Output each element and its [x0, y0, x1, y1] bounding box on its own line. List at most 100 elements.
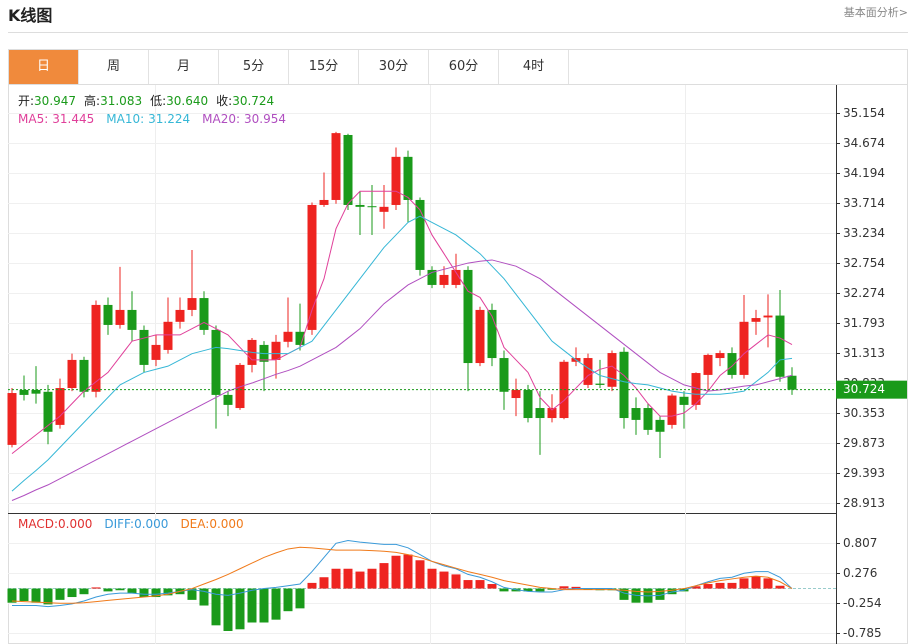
period-tab[interactable]: 日	[9, 50, 79, 84]
candle-body	[163, 321, 173, 350]
macd-bar	[763, 578, 773, 589]
candle-body	[199, 298, 209, 330]
candle-body	[319, 199, 329, 205]
macd-bar	[331, 568, 341, 589]
candle-body	[535, 408, 545, 419]
y-tick-label: 32.274	[843, 286, 885, 300]
macd-bar	[235, 588, 245, 630]
candle-body	[619, 351, 629, 419]
y-tick-label: 35.154	[843, 106, 885, 120]
period-tab[interactable]: 60分	[429, 50, 499, 84]
candle-body	[43, 391, 53, 432]
y-tick-label: -0.785	[843, 626, 882, 640]
macd-bar	[715, 582, 725, 589]
macd-bar	[127, 588, 137, 594]
legend-value: 31.224	[148, 112, 190, 126]
macd-bar	[43, 588, 53, 605]
macd-bar	[583, 588, 593, 590]
legend-name: MA5:	[18, 112, 48, 126]
y-tick-label: 32.754	[843, 256, 885, 270]
macd-bar	[571, 586, 581, 589]
period-tab[interactable]: 4时	[499, 50, 569, 84]
candle-body	[103, 304, 113, 325]
y-tick-label: 34.194	[843, 166, 885, 180]
period-tab[interactable]: 15分	[289, 50, 359, 84]
legend-value: 30.954	[244, 112, 286, 126]
ma-line	[11, 215, 793, 492]
candle-body	[439, 274, 449, 285]
y-tick-label: 0.807	[843, 536, 877, 550]
period-tab[interactable]: 周	[79, 50, 149, 84]
macd-bar	[427, 568, 437, 589]
candle-body	[271, 341, 281, 360]
legend-name: DIFF:	[104, 517, 134, 531]
macd-bar	[199, 588, 209, 606]
candle-body	[283, 331, 293, 342]
candle-body	[55, 388, 65, 425]
legend: MA5: 31.445 MA10: 31.224 MA20: 30.954	[18, 112, 286, 126]
candle-body	[751, 318, 761, 322]
macd-bar	[79, 588, 89, 595]
macd-bar	[223, 588, 233, 631]
y-tick-label: 28.913	[843, 496, 885, 510]
macd-bar	[67, 588, 77, 598]
info-value: 30.724	[232, 94, 274, 108]
legend-name: MACD:	[18, 517, 58, 531]
macd-bar	[691, 586, 701, 589]
period-tab[interactable]: 月	[149, 50, 219, 84]
candle-body	[511, 389, 521, 399]
candle-body	[475, 309, 485, 364]
candle-body	[79, 359, 89, 392]
y-tick-label: 29.393	[843, 466, 885, 480]
macd-bar	[163, 588, 173, 596]
candle-body	[763, 315, 773, 318]
macd-bar	[739, 578, 749, 589]
macd-bar	[727, 582, 737, 589]
ma-line	[11, 259, 793, 501]
period-tab[interactable]: 5分	[219, 50, 289, 84]
candle-body	[31, 389, 41, 394]
candle-body	[691, 373, 701, 405]
macd-bar	[187, 588, 197, 600]
y-tick-label: 31.793	[843, 316, 885, 330]
legend-name: MA20:	[202, 112, 240, 126]
fundamental-link[interactable]: 基本面分析>	[843, 6, 908, 19]
candle-body	[139, 329, 149, 365]
candle-body	[487, 309, 497, 359]
macd-bar	[283, 588, 293, 612]
legend-value: 0.000	[58, 517, 92, 531]
legend-value: 0.000	[209, 517, 243, 531]
candle-body	[463, 269, 473, 364]
candle-body	[679, 396, 689, 405]
macd-bar	[523, 588, 533, 592]
candle-body	[115, 309, 125, 325]
macd-bar	[31, 588, 41, 603]
candle-body	[607, 353, 617, 387]
candle-body	[367, 206, 377, 208]
macd-bar	[775, 585, 785, 589]
ma-line	[11, 190, 793, 455]
info-value: 30.947	[34, 94, 76, 108]
macd-bar	[487, 584, 497, 589]
candle-body	[715, 353, 725, 359]
y-tick-label: -0.254	[843, 596, 882, 610]
current-price-box	[836, 380, 907, 399]
candle-body	[451, 269, 461, 285]
candle-body	[427, 269, 437, 285]
macd-bar	[307, 582, 317, 589]
candle-body	[307, 204, 317, 330]
candle-body	[775, 315, 785, 377]
legend-value: 0.000	[134, 517, 168, 531]
period-tab[interactable]: 30分	[359, 50, 429, 84]
macd-bar	[103, 588, 113, 592]
candle-body	[391, 156, 401, 205]
candle-body	[151, 344, 161, 360]
candle-body	[7, 393, 17, 445]
candle-body	[331, 133, 341, 200]
macd-bar	[151, 588, 161, 598]
legend-value: 31.445	[52, 112, 94, 126]
legend-name: MA10:	[106, 112, 144, 126]
macd-bar	[91, 587, 101, 589]
candle-body	[403, 156, 413, 200]
